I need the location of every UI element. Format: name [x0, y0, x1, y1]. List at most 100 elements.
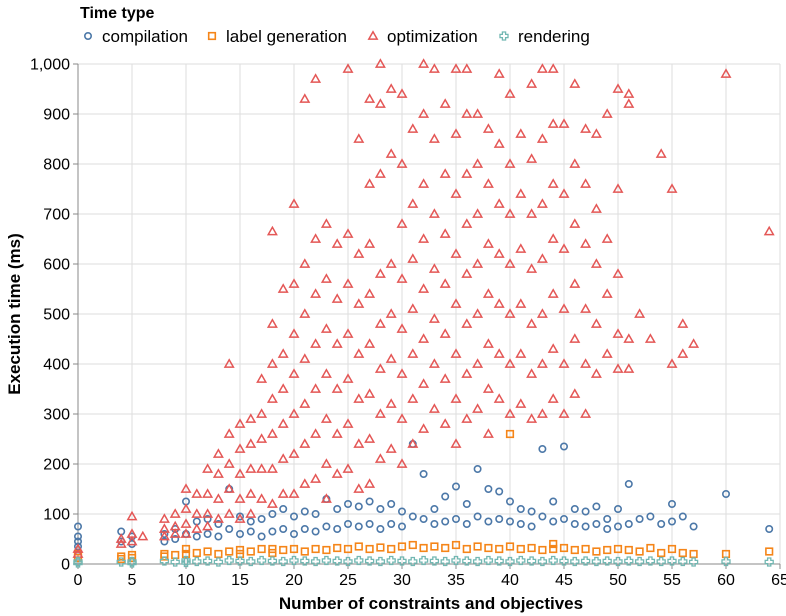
optimization-point: [547, 63, 559, 73]
compilation-point: [365, 519, 374, 528]
label-generation-point: [311, 544, 320, 554]
optimization-point: [266, 463, 278, 473]
optimization-point: [180, 503, 192, 513]
optimization-point: [439, 418, 451, 428]
optimization-point: [558, 303, 570, 313]
optimization-point: [418, 233, 430, 243]
optimization-point: [245, 488, 257, 498]
optimization-point: [169, 508, 181, 518]
optimization-point: [655, 148, 667, 158]
optimization-point: [569, 158, 581, 168]
optimization-point: [407, 303, 419, 313]
optimization-point: [385, 148, 397, 158]
optimization-point: [320, 273, 332, 283]
optimization-point: [126, 535, 138, 546]
optimization-point: [277, 283, 289, 293]
compilation-point: [603, 514, 612, 523]
rendering-point: [667, 556, 677, 566]
optimization-point: [299, 93, 311, 103]
optimization-point: [418, 333, 430, 343]
label-generation-point: [279, 545, 288, 555]
optimization-point: [342, 463, 354, 473]
x-tick-label: 5: [128, 572, 137, 589]
compilation-point: [419, 469, 428, 478]
x-tick-label: 25: [339, 572, 357, 589]
data-points: [72, 58, 775, 568]
optimization-point: [612, 83, 624, 93]
optimization-point: [288, 328, 300, 338]
optimization-point: [569, 78, 581, 88]
optimization-point: [482, 383, 494, 393]
optimization-point: [590, 368, 602, 378]
compilation-point: [549, 517, 558, 526]
optimization-point: [385, 83, 397, 93]
label-generation-point: [397, 542, 407, 551]
compilation-point: [495, 514, 504, 523]
optimization-point: [428, 63, 440, 73]
compilation-point: [376, 524, 385, 533]
compilation-point: [430, 519, 439, 528]
rendering-point: [192, 556, 202, 567]
optimization-point: [439, 168, 451, 178]
legend: Time type compilation label generation opt…: [80, 5, 590, 46]
optimization-point: [666, 183, 678, 193]
optimization-point: [601, 348, 613, 358]
optimization-point: [310, 73, 322, 83]
optimization-point: [310, 383, 322, 393]
rendering-point: [332, 556, 342, 566]
x-tick-label: 40: [501, 572, 519, 589]
compilation-point: [473, 464, 482, 473]
label-generation-point: [689, 549, 698, 559]
compilation-point: [257, 514, 266, 523]
optimization-point: [223, 483, 235, 493]
compilation-point: [570, 504, 579, 513]
rendering-point: [591, 556, 602, 567]
legend-title: Time type: [80, 5, 155, 22]
compilation-point: [505, 517, 514, 526]
label-generation-point: [678, 548, 687, 558]
y-tick-label: 400: [43, 357, 70, 374]
optimization-point: [428, 208, 440, 218]
optimization-point: [418, 178, 430, 188]
optimization-point: [191, 488, 203, 498]
optimization-point: [364, 338, 376, 348]
optimization-point: [288, 448, 300, 458]
optimization-point: [331, 428, 343, 438]
optimization-point: [515, 298, 527, 308]
optimization-point: [439, 98, 451, 108]
compilation-point: [538, 444, 547, 453]
y-tick-label: 700: [43, 207, 70, 224]
compilation-point: [592, 519, 601, 528]
optimization-point: [407, 393, 419, 403]
label-generation-point: [117, 554, 126, 564]
label-generation-point: [765, 547, 774, 556]
rendering-point: [397, 556, 407, 566]
legend-symbol-label-generation: [207, 31, 217, 41]
compilation-point: [289, 512, 298, 521]
optimization-point: [439, 328, 451, 338]
optimization-point: [558, 358, 570, 368]
optimization-point: [234, 513, 246, 523]
optimization-point: [580, 408, 592, 418]
compilation-point: [257, 532, 266, 541]
optimization-point: [342, 328, 354, 338]
compilation-point: [570, 519, 579, 528]
optimization-point: [547, 343, 559, 353]
label-generation-point: [203, 547, 212, 556]
optimization-point: [320, 493, 332, 503]
rendering-point: [278, 556, 288, 567]
legend-symbol-rendering: [499, 31, 509, 41]
optimization-point: [234, 418, 246, 428]
compilation-point: [333, 504, 342, 513]
compilation-point: [268, 527, 277, 536]
optimization-point: [256, 433, 268, 443]
optimization-point: [418, 378, 430, 388]
optimization-point: [558, 408, 570, 418]
optimization-point: [202, 520, 214, 531]
compilation-point: [549, 497, 558, 506]
rendering-point: [321, 555, 332, 566]
label-generation-point: [462, 544, 471, 554]
label-generation-point: [570, 545, 579, 555]
label-generation-point: [484, 543, 493, 553]
optimization-point: [180, 528, 192, 538]
